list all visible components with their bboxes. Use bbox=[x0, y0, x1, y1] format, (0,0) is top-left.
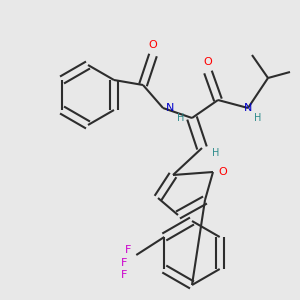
Text: O: O bbox=[219, 167, 227, 177]
Text: O: O bbox=[148, 40, 158, 50]
Text: H: H bbox=[254, 113, 262, 123]
Text: O: O bbox=[204, 57, 212, 67]
Text: F: F bbox=[125, 245, 131, 255]
Text: F: F bbox=[121, 258, 127, 268]
Text: H: H bbox=[212, 148, 220, 158]
Text: H: H bbox=[177, 113, 184, 123]
Text: N: N bbox=[244, 103, 252, 113]
Text: F: F bbox=[121, 270, 127, 280]
Text: N: N bbox=[166, 103, 174, 113]
